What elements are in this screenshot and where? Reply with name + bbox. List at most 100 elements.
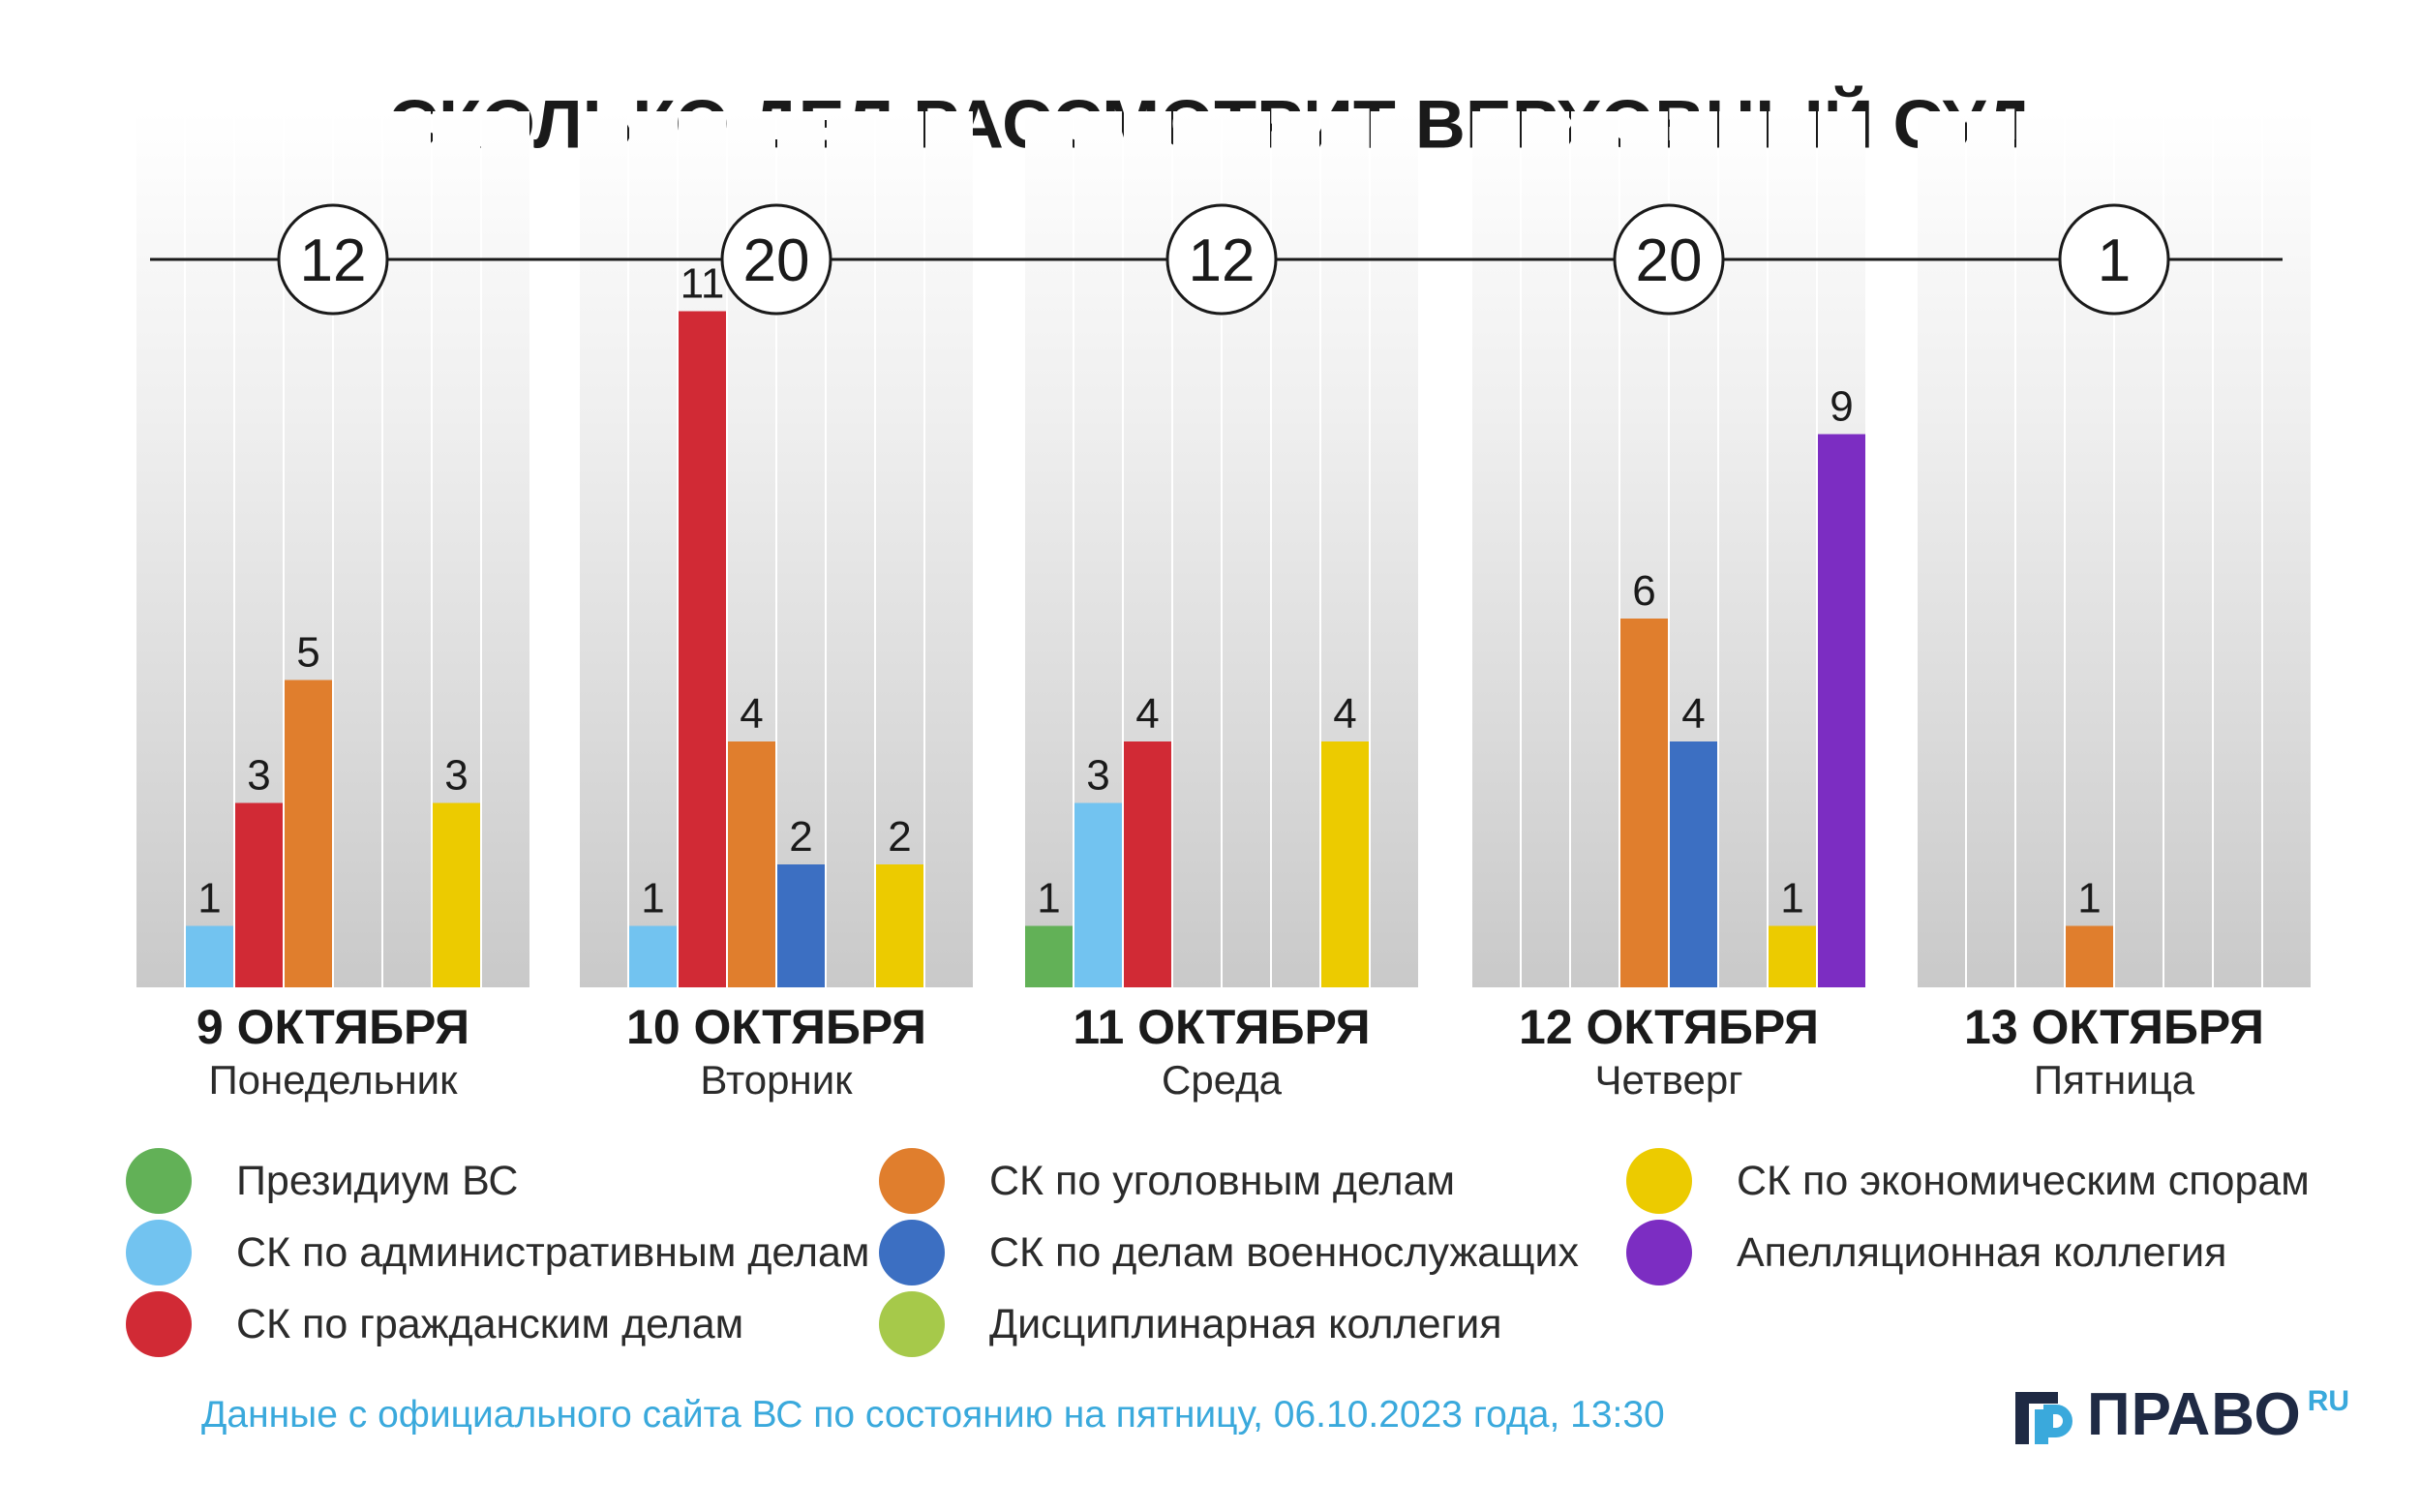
- bar-value-label: 1: [1780, 875, 1803, 922]
- background-stripe: [1025, 111, 1073, 987]
- legend-label: СК по делам военнослужащих: [989, 1228, 1580, 1276]
- background-stripe: [1472, 111, 1520, 987]
- weekday-label: Четверг: [1594, 1057, 1742, 1103]
- weekday-label: Среда: [1162, 1057, 1283, 1103]
- background-stripe: [1769, 111, 1816, 987]
- date-label: 12 ОКТЯБРЯ: [1519, 1000, 1819, 1054]
- bar: [186, 925, 233, 987]
- total-value: 12: [1189, 227, 1255, 294]
- background-stripe: [2016, 111, 2064, 987]
- background-stripe: [1571, 111, 1618, 987]
- background-stripe: [1967, 111, 2014, 987]
- bar: [1620, 619, 1668, 987]
- bar: [876, 864, 923, 987]
- bar: [1074, 802, 1122, 987]
- background-stripe: [482, 111, 529, 987]
- background-stripe: [580, 111, 627, 987]
- legend-item: Дисциплинарная коллегия: [879, 1290, 1502, 1358]
- background-stripe: [925, 111, 973, 987]
- background-stripe: [1522, 111, 1569, 987]
- bar-value-label: 3: [1086, 752, 1109, 800]
- bar-value-label: 4: [1681, 690, 1705, 738]
- legend-swatch: [879, 1291, 945, 1357]
- date-label: 11 ОКТЯБРЯ: [1073, 1000, 1370, 1054]
- legend-item: СК по административным делам: [126, 1219, 870, 1286]
- bar-value-label: 6: [1632, 567, 1655, 615]
- legend-item: СК по гражданским делам: [126, 1290, 743, 1358]
- legend-swatch: [126, 1220, 192, 1285]
- bar: [1818, 434, 1865, 987]
- brand-domain: RU: [2307, 1385, 2350, 1417]
- bar-value-label: 1: [2077, 875, 2101, 922]
- weekday-label: Понедельник: [208, 1057, 458, 1103]
- total-value: 20: [743, 227, 810, 294]
- bar-value-label: 4: [1333, 690, 1356, 738]
- legend-item: Президиум ВС: [126, 1147, 518, 1215]
- bar-value-label: 1: [641, 875, 664, 922]
- background-stripe: [2214, 111, 2261, 987]
- bar: [1124, 741, 1171, 987]
- bar: [1769, 925, 1816, 987]
- legend-swatch: [1626, 1220, 1692, 1285]
- total-value: 1: [2098, 227, 2131, 294]
- bar-value-label: 3: [444, 752, 468, 800]
- legend-label: СК по гражданским делам: [236, 1300, 744, 1347]
- bar: [2066, 925, 2113, 987]
- bar: [1321, 741, 1369, 987]
- bar-value-label: 4: [1135, 690, 1159, 738]
- total-badge: [1165, 203, 1278, 316]
- legend: Президиум ВС СК по административным делам…: [0, 1142, 2420, 1375]
- date-label: 13 ОКТЯБРЯ: [1964, 1000, 2264, 1054]
- legend-item: Апелляционная коллегия: [1626, 1219, 2226, 1286]
- bar-value-label: 9: [1830, 383, 1853, 431]
- background-stripe: [383, 111, 431, 987]
- background-stripe: [1719, 111, 1767, 987]
- legend-item: СК по уголовным делам: [879, 1147, 1455, 1215]
- legend-item: СК по делам военнослужащих: [879, 1219, 1579, 1286]
- bar: [1670, 741, 1717, 987]
- bar: [235, 802, 283, 987]
- bar-value-label: 3: [247, 752, 270, 800]
- source-footnote: Данные с официального сайта ВС по состоя…: [201, 1394, 1665, 1436]
- background-stripe: [2164, 111, 2212, 987]
- bar: [679, 311, 726, 987]
- bar-value-label: 1: [1037, 875, 1060, 922]
- date-label: 9 ОКТЯБРЯ: [197, 1000, 469, 1054]
- bar-value-label: 2: [789, 813, 812, 861]
- total-value: 12: [300, 227, 367, 294]
- total-badge: [2058, 203, 2170, 316]
- legend-label: Дисциплинарная коллегия: [989, 1300, 1502, 1347]
- legend-label: СК по уголовным делам: [989, 1157, 1456, 1204]
- legend-label: Апелляционная коллегия: [1737, 1228, 2227, 1276]
- weekday-label: Пятница: [2034, 1057, 2195, 1103]
- weekday-label: Вторник: [700, 1057, 853, 1103]
- bar-value-label: 11: [681, 260, 725, 308]
- bar: [629, 925, 677, 987]
- brand-name: ПРАВО: [2087, 1381, 2302, 1448]
- total-badge: [1613, 203, 1725, 316]
- bar: [1025, 925, 1073, 987]
- date-label: 10 ОКТЯБРЯ: [626, 1000, 926, 1054]
- brand-logo: ПРАВО RU: [2015, 1376, 2349, 1454]
- background-stripe: [136, 111, 184, 987]
- bar-value-label: 5: [296, 629, 319, 677]
- brand-mark-icon: [2015, 1388, 2075, 1448]
- background-stripe: [1371, 111, 1418, 987]
- bar: [433, 802, 480, 987]
- legend-swatch: [126, 1148, 192, 1214]
- bar-value-label: 1: [197, 875, 221, 922]
- bar-value-label: 4: [740, 690, 763, 738]
- bar-value-label: 2: [888, 813, 911, 861]
- legend-swatch: [126, 1291, 192, 1357]
- background-stripe: [2263, 111, 2311, 987]
- background-stripe: [1272, 111, 1319, 987]
- legend-swatch: [879, 1148, 945, 1214]
- legend-item: СК по экономическим спорам: [1626, 1147, 2310, 1215]
- legend-swatch: [1626, 1148, 1692, 1214]
- background-stripe: [186, 111, 233, 987]
- legend-label: Президиум ВС: [236, 1157, 519, 1204]
- legend-label: СК по административным делам: [236, 1228, 870, 1276]
- total-badge: [277, 203, 389, 316]
- legend-swatch: [879, 1220, 945, 1285]
